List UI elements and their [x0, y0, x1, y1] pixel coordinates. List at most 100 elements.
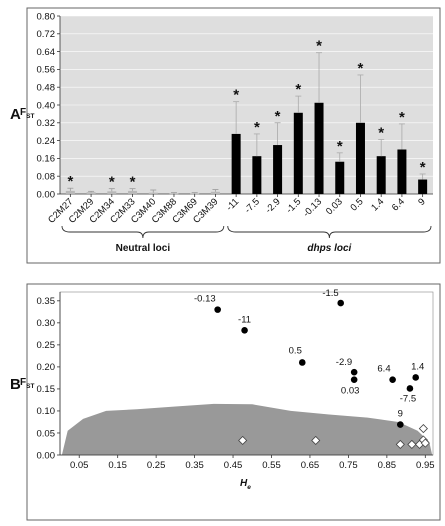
point-label: 9 [398, 409, 403, 420]
y-tick-label: 0.05 [37, 428, 56, 439]
panel-a-y-axis-title: FST [20, 107, 34, 120]
point-label: -7.5 [400, 393, 416, 404]
point-label: -2.9 [336, 357, 352, 368]
y-tick-label: 0.00 [37, 450, 56, 461]
y-tick-label: 0.64 [37, 47, 56, 58]
bar [128, 190, 138, 194]
dhps-locus-point [397, 421, 404, 428]
neutral-locus-point [311, 435, 321, 446]
panel-a-y-ticks: 0.00 0.08 0.16 0.24 0.32 0.40 0.48 0.56 0.64 0.72… [37, 11, 433, 200]
group-bracket [227, 225, 432, 239]
dhps-locus-point [298, 359, 306, 366]
significance-star: * [337, 138, 343, 155]
panel-b-scatter-chart: FST He 0.000.050.100.150.200.250.300.350… [20, 283, 441, 521]
y-tick-label: 0.35 [37, 296, 56, 307]
y-tick-label: 0.16 [37, 154, 56, 165]
neutral-locus-point [407, 439, 417, 449]
point-label: 6.4 [377, 364, 390, 375]
point-label: 1.4 [411, 361, 424, 372]
bar [376, 156, 386, 194]
y-tick-label: 0.10 [37, 406, 56, 417]
x-tick-label: 0.15 [108, 460, 127, 471]
neutral-locus-point [420, 438, 430, 448]
bar [86, 192, 96, 194]
x-tick-label: 0.85 [378, 460, 397, 471]
bar [169, 193, 179, 195]
x-tick-label: 0.05 [70, 460, 89, 471]
bar [107, 191, 117, 194]
dhps-locus-point [412, 374, 419, 381]
dhps-locus-point [350, 368, 358, 376]
x-tick-label: 0.35 [185, 460, 204, 471]
y-tick-label: 0.32 [37, 118, 56, 129]
bar [418, 179, 428, 194]
panel-a-group-brackets: Neutral loci dhps loci [61, 225, 432, 254]
bar [293, 112, 303, 194]
neutral-locus-point [395, 439, 405, 449]
bar [335, 161, 345, 194]
significance-star: * [358, 60, 364, 77]
y-tick-label: 0.48 [37, 83, 56, 94]
bar [314, 102, 324, 194]
significance-star: * [316, 38, 322, 55]
group-bracket [61, 225, 225, 239]
x-tick-label: 0.95 [416, 460, 435, 471]
x-tick-label: 0.45 [224, 460, 243, 471]
significance-star: * [254, 119, 260, 136]
y-tick-label: 0.25 [37, 340, 56, 351]
neutral-locus-point [238, 435, 248, 446]
y-tick-label: 0.15 [37, 384, 56, 395]
y-tick-label: 0.00 [37, 189, 56, 200]
y-tick-label: 0.56 [37, 65, 56, 76]
category-label: 9 [416, 196, 428, 208]
bar [252, 156, 262, 194]
dhps-locus-point [406, 385, 414, 392]
y-tick-label: 0.08 [37, 172, 56, 183]
panel-b-axis-ticks: 0.00 0.05 0.10 0.15 0.20 0.25 0.30 0.35 0.05 0.15… [37, 292, 435, 471]
bar [355, 122, 365, 194]
point-label: -1.5 [322, 288, 338, 299]
significance-star: * [399, 109, 405, 126]
point-label: 0.03 [341, 386, 360, 397]
x-tick-label: 0.55 [262, 460, 281, 471]
y-tick-label: 0.30 [37, 318, 56, 329]
x-tick-label: 0.25 [147, 460, 166, 471]
x-tick-label: 0.75 [339, 460, 358, 471]
y-tick-label: 0.20 [37, 362, 56, 373]
y-tick-label: 0.40 [37, 100, 56, 111]
significance-star: * [109, 174, 115, 191]
y-tick-label: 0.80 [37, 11, 56, 22]
panel-a-bar-chart: FST 0.00 0.08 0.16 0.24 0.32 0.40 0.48 0.56 0.64… [20, 7, 441, 264]
point-label: 0.5 [289, 345, 302, 356]
panel-b-y-axis-title: FST [20, 377, 34, 390]
x-tick-label: 0.65 [301, 460, 320, 471]
dhps-locus-point [214, 306, 221, 313]
dhps-locus-point [350, 376, 358, 383]
dhps-locus-point [389, 376, 396, 383]
group-label: dhps loci [307, 243, 351, 254]
panel-label-a: A [10, 106, 21, 123]
neutral-locus-point [418, 424, 428, 434]
panel-label-b: B [10, 376, 21, 393]
bar [397, 149, 407, 194]
significance-star: * [420, 159, 426, 176]
panel-b-points: -0.13 -11 -1.5 0.5 -2.9 0.03 6.4 1.4 -7.5 9 [194, 288, 430, 449]
point-label: -0.13 [194, 294, 216, 305]
neutral-envelope-area [61, 403, 433, 455]
significance-star: * [130, 174, 136, 191]
significance-star: * [295, 81, 301, 98]
significance-star: * [275, 108, 281, 125]
bar [210, 191, 220, 194]
dhps-locus-point [337, 299, 345, 307]
significance-star: * [67, 173, 73, 190]
significance-star: * [378, 124, 384, 141]
bar [231, 133, 241, 194]
significance-star: * [233, 87, 239, 104]
point-label: -11 [238, 314, 251, 325]
panel-b-x-axis-title: He [240, 478, 251, 491]
group-label: Neutral loci [116, 243, 171, 254]
bar [65, 190, 75, 194]
y-tick-label: 0.24 [37, 136, 56, 147]
panel-a-bars: * * * * * * * * * * * * * [65, 38, 428, 195]
